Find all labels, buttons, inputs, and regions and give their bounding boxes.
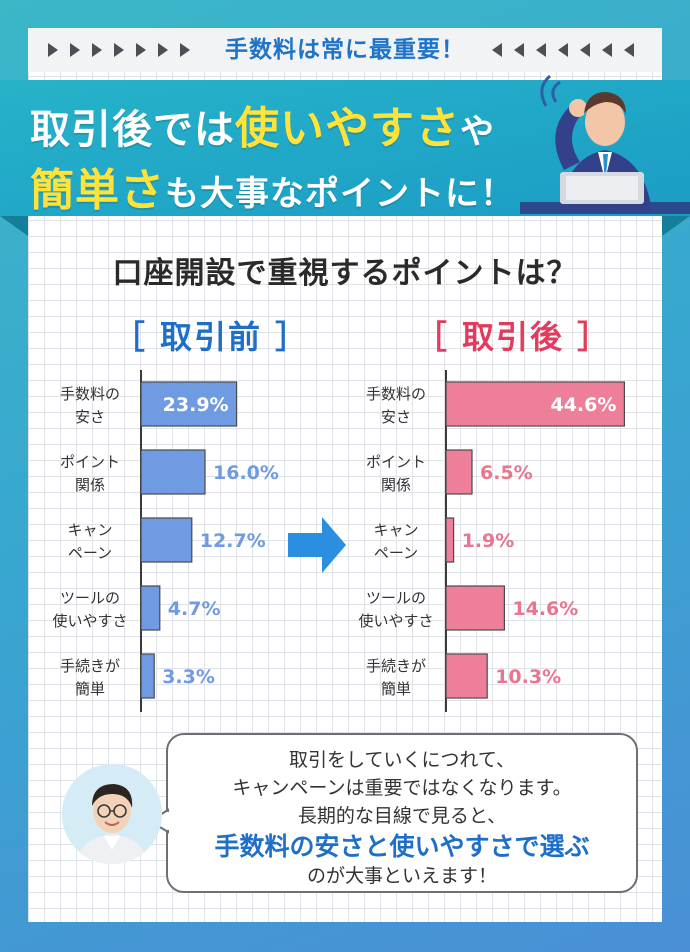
after-category-label: 簡単 bbox=[381, 680, 411, 698]
before-value-label: 12.7% bbox=[200, 530, 266, 552]
before-bar bbox=[140, 585, 161, 631]
before-category-label: 使いやすさ bbox=[52, 612, 127, 630]
chevron-right-icon bbox=[48, 43, 58, 57]
after-category-label: キャン bbox=[373, 521, 418, 539]
chevron-right-icon bbox=[114, 43, 124, 57]
chevron-left-icon bbox=[580, 43, 590, 57]
comment-line: キャンペーンは重要ではなくなります。 bbox=[232, 777, 572, 799]
after-category-label: ポイント bbox=[366, 453, 426, 471]
chevron-left-icon bbox=[602, 43, 612, 57]
headline-highlight-usability: 使いやすさ bbox=[235, 103, 460, 154]
header-tag: 手数料は常に最重要！ bbox=[225, 37, 465, 63]
headline-part: や bbox=[460, 112, 495, 152]
before-category-label: ポイント bbox=[60, 453, 120, 471]
before-category-label: 手続きが bbox=[60, 657, 120, 675]
comment-highlight: 手数料の安さと使いやすさで選ぶ bbox=[214, 832, 590, 861]
after-bar bbox=[445, 381, 625, 427]
before-category-label: ツールの bbox=[60, 589, 120, 607]
after-category-label: 手続きが bbox=[366, 657, 426, 675]
before-category-label: 安さ bbox=[75, 408, 105, 426]
after-category-label: 関係 bbox=[381, 476, 411, 494]
chevron-right-icon bbox=[136, 43, 146, 57]
before-bar bbox=[140, 517, 193, 563]
after-value-label: 44.6% bbox=[550, 394, 616, 416]
after-bar bbox=[445, 653, 488, 699]
after-category-label: 安さ bbox=[381, 408, 411, 426]
after-category-label: 使いやすさ bbox=[358, 612, 433, 630]
chevron-right-icon bbox=[180, 43, 190, 57]
before-category-label: ペーン bbox=[68, 544, 112, 562]
headline-part: も大事なポイントに！ bbox=[165, 174, 515, 214]
after-category-label: 手数料の bbox=[366, 385, 426, 403]
before-category-label: 簡単 bbox=[75, 680, 105, 698]
chevron-left-icon bbox=[536, 43, 546, 57]
chevron-left-icon bbox=[514, 43, 524, 57]
after-category-label: ツールの bbox=[366, 589, 426, 607]
before-bar bbox=[140, 449, 206, 495]
before-value-label: 4.7% bbox=[168, 598, 221, 620]
after-category-label: ペーン bbox=[374, 544, 418, 562]
before-bar bbox=[140, 653, 155, 699]
headline-line-1: 取引後では使いやすさや bbox=[30, 92, 530, 156]
after-column-title: ［ 取引後 ］ bbox=[414, 318, 612, 356]
top-band bbox=[28, 28, 662, 72]
section-title: 口座開設で重視するポイントは？ bbox=[112, 256, 578, 291]
before-value-label: 16.0% bbox=[213, 462, 279, 484]
after-bar bbox=[445, 517, 455, 563]
after-value-label: 6.5% bbox=[480, 462, 533, 484]
before-category-label: 関係 bbox=[75, 476, 105, 494]
after-bar bbox=[445, 585, 506, 631]
advisor-portrait-icon bbox=[62, 764, 162, 864]
chevron-left-icon bbox=[492, 43, 502, 57]
before-category-label: 手数料の bbox=[60, 385, 120, 403]
chevron-right-icon bbox=[70, 43, 80, 57]
worried-businessman-illustration bbox=[520, 74, 690, 214]
chevron-right-icon bbox=[158, 43, 168, 57]
before-category-label: キャン bbox=[67, 521, 112, 539]
after-value-label: 1.9% bbox=[462, 530, 515, 552]
after-value-label: 14.6% bbox=[512, 598, 578, 620]
after-bar bbox=[445, 449, 473, 495]
before-value-label: 3.3% bbox=[162, 666, 215, 688]
headline-banner bbox=[0, 80, 690, 236]
chevron-left-icon bbox=[624, 43, 634, 57]
before-value-label: 23.9% bbox=[163, 394, 229, 416]
comment-line: のが大事といえます！ bbox=[306, 865, 497, 887]
chevron-left-icon bbox=[558, 43, 568, 57]
headline-highlight-simplicity: 簡単さ bbox=[30, 165, 165, 216]
comment-line: 取引をしていくにつれて、 bbox=[289, 749, 515, 771]
headline-line-2: 簡単さも大事なポイントに！ bbox=[30, 154, 530, 218]
advisor-avatar bbox=[62, 764, 162, 864]
arrow-right-icon bbox=[288, 517, 346, 573]
before-bar bbox=[140, 381, 238, 427]
comment-line: 長期的な目線で見ると、 bbox=[297, 805, 507, 827]
chevron-right-icon bbox=[92, 43, 102, 57]
after-value-label: 10.3% bbox=[495, 666, 561, 688]
headline-part: 取引後では bbox=[30, 107, 235, 153]
comment-bubble: 取引をしていくにつれて、 キャンペーンは重要ではなくなります。 長期的な目線で見… bbox=[166, 733, 638, 893]
before-column-title: ［ 取引前 ］ bbox=[112, 318, 310, 356]
